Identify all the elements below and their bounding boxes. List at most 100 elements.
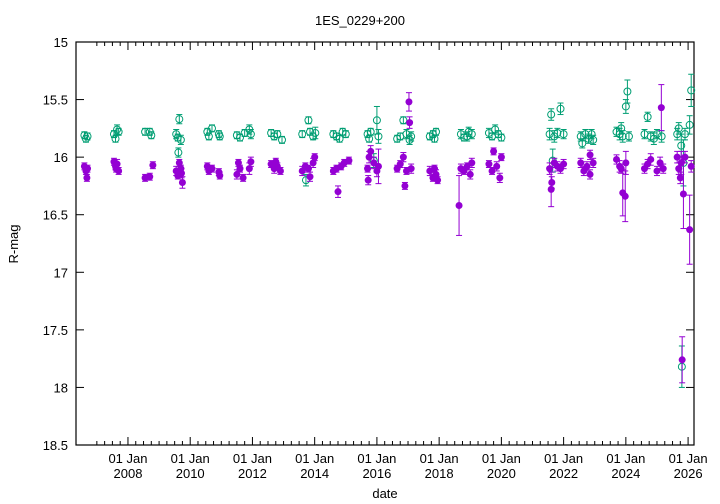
chart-title: 1ES_0229+200 <box>315 13 405 28</box>
data-point <box>309 159 317 167</box>
x-tick-label-line2: 2010 <box>176 466 205 481</box>
data-point <box>497 153 505 161</box>
data-point <box>239 174 247 182</box>
data-point <box>216 172 224 180</box>
data-point <box>547 185 555 193</box>
data-point <box>685 120 694 129</box>
data-point <box>493 162 501 170</box>
data-point <box>624 132 633 141</box>
data-point <box>401 182 409 190</box>
series-purple <box>80 84 695 384</box>
data-point <box>679 190 687 198</box>
data-point <box>399 116 408 125</box>
data-point <box>246 130 255 139</box>
data-point <box>497 133 506 142</box>
data-point <box>278 135 286 144</box>
data-point <box>617 124 626 133</box>
data-point <box>547 110 556 119</box>
data-point <box>374 132 383 141</box>
data-point <box>304 116 313 125</box>
data-point <box>111 134 120 143</box>
data-point <box>657 104 665 112</box>
data-point <box>556 104 565 113</box>
data-point <box>311 153 319 161</box>
data-point <box>488 167 496 175</box>
data-point <box>589 159 597 167</box>
x-tick-label-line1: 01 Jan <box>233 451 272 466</box>
data-point <box>559 130 568 139</box>
data-point <box>656 159 664 167</box>
data-point <box>84 165 92 173</box>
x-tick-label-line2: 2018 <box>425 466 454 481</box>
data-point <box>176 135 185 144</box>
data-point <box>468 159 476 167</box>
data-point <box>467 130 476 139</box>
data-point <box>676 174 684 182</box>
data-point <box>647 155 655 163</box>
data-point <box>587 130 596 139</box>
data-point <box>678 356 686 364</box>
data-point <box>659 165 667 173</box>
data-point <box>586 151 594 159</box>
data-point <box>618 132 627 141</box>
data-point <box>687 162 695 170</box>
data-point <box>177 169 185 177</box>
data-point <box>545 130 554 139</box>
data-point <box>233 170 241 178</box>
data-point <box>466 170 474 178</box>
data-point <box>405 98 413 106</box>
data-point <box>613 155 621 163</box>
x-tick-label-line1: 01 Jan <box>357 451 396 466</box>
data-point <box>81 134 90 143</box>
data-point <box>366 127 375 136</box>
data-point <box>399 153 407 161</box>
data-point <box>83 174 91 182</box>
data-point <box>236 165 244 173</box>
data-point <box>583 162 591 170</box>
data-point <box>273 130 282 139</box>
data-point <box>235 133 244 142</box>
data-point <box>496 174 504 182</box>
data-point <box>149 161 157 169</box>
data-point <box>407 132 416 141</box>
data-point <box>434 176 442 184</box>
data-point <box>432 127 441 136</box>
data-point <box>204 132 213 141</box>
y-tick-label: 18 <box>54 380 68 395</box>
data-point <box>687 86 696 95</box>
data-point <box>455 202 463 210</box>
data-point <box>175 159 183 167</box>
y-tick-label: 15.5 <box>43 93 68 108</box>
data-point <box>175 115 184 124</box>
data-point <box>207 124 216 133</box>
x-tick-label-line2: 2024 <box>611 466 640 481</box>
data-point <box>546 165 554 173</box>
data-point <box>174 148 183 157</box>
x-axis-label: date <box>372 486 397 501</box>
plot-frame <box>75 41 695 446</box>
data-point <box>146 173 154 181</box>
data-point <box>364 176 372 184</box>
x-tick-label-line1: 01 Jan <box>295 451 334 466</box>
data-point <box>586 170 594 178</box>
x-tick-label-line2: 2016 <box>362 466 391 481</box>
data-point <box>589 135 598 144</box>
data-point <box>490 147 498 155</box>
x-tick-label-line1: 01 Jan <box>420 451 459 466</box>
y-tick-label: 16 <box>54 150 68 165</box>
data-point <box>681 153 689 161</box>
x-tick-label-line1: 01 Jan <box>669 451 708 466</box>
data-point <box>276 167 284 175</box>
y-tick-label: 16.5 <box>43 208 68 223</box>
x-tick-label-line1: 01 Jan <box>544 451 583 466</box>
data-point <box>407 165 415 173</box>
data-point <box>304 165 312 173</box>
data-point <box>208 165 216 173</box>
x-tick-label-line2: 2012 <box>238 466 267 481</box>
data-point <box>623 87 632 96</box>
data-point <box>686 226 694 234</box>
data-point <box>406 119 414 127</box>
data-point <box>560 160 568 168</box>
